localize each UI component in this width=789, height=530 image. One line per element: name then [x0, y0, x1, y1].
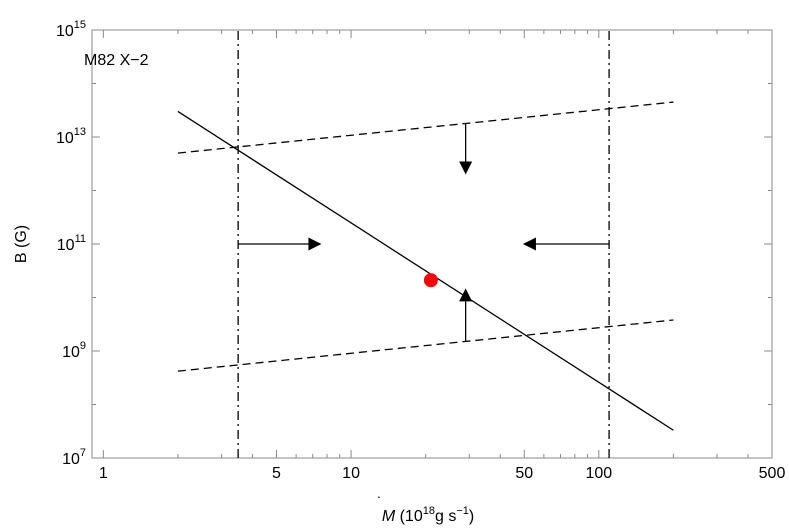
series-line-dashed: [177, 101, 674, 154]
arrow-layer: [238, 123, 610, 342]
x-axis-unit: g s: [435, 508, 456, 525]
y-tick-label: 107: [62, 447, 86, 468]
y-tick-base: 10: [56, 130, 74, 147]
y-tick-label: 1015: [56, 19, 86, 40]
y-tick-base: 10: [62, 451, 80, 468]
y-tick-base: 10: [56, 23, 74, 40]
y-tick-exp: 9: [80, 340, 86, 352]
y-tick-exp: 7: [80, 447, 86, 459]
x-axis-title: M (1018g s−1): [382, 505, 474, 525]
x-axis-suffix: ): [469, 508, 474, 525]
y-tick-base: 10: [62, 344, 80, 361]
y-tick-exp: 15: [74, 19, 86, 31]
x-tick-label: 5: [272, 465, 281, 482]
data-point: [423, 273, 438, 288]
x-axis-symbol: M: [382, 508, 396, 525]
x-tick-label: 50: [515, 465, 533, 482]
x-axis-dot: ˙: [377, 495, 382, 512]
plot-frame: [91, 29, 773, 459]
y-tick-label: 109: [62, 340, 86, 361]
x-tick-label: 100: [585, 465, 612, 482]
x-tick-label: 500: [759, 465, 786, 482]
x-tick-label: 10: [342, 465, 360, 482]
series-line-dashed: [177, 319, 674, 372]
x-axis-exp: 18: [423, 505, 435, 517]
chart-annotation: M82 X−2: [84, 52, 149, 69]
series-line-solid: [177, 110, 674, 431]
y-tick-base: 10: [57, 237, 75, 254]
x-axis-unit-exp: −1: [456, 505, 469, 517]
y-tick-label: 1013: [56, 126, 86, 147]
y-tick-exp: 13: [74, 126, 86, 138]
y-axis-title: B (G): [13, 225, 30, 263]
y-tick-exp: 11: [75, 233, 86, 245]
axis-ticks: [92, 29, 773, 459]
y-tick-label: 1011: [57, 233, 86, 254]
x-axis-prefix: (10: [395, 508, 423, 525]
x-tick-label: 1: [99, 465, 108, 482]
